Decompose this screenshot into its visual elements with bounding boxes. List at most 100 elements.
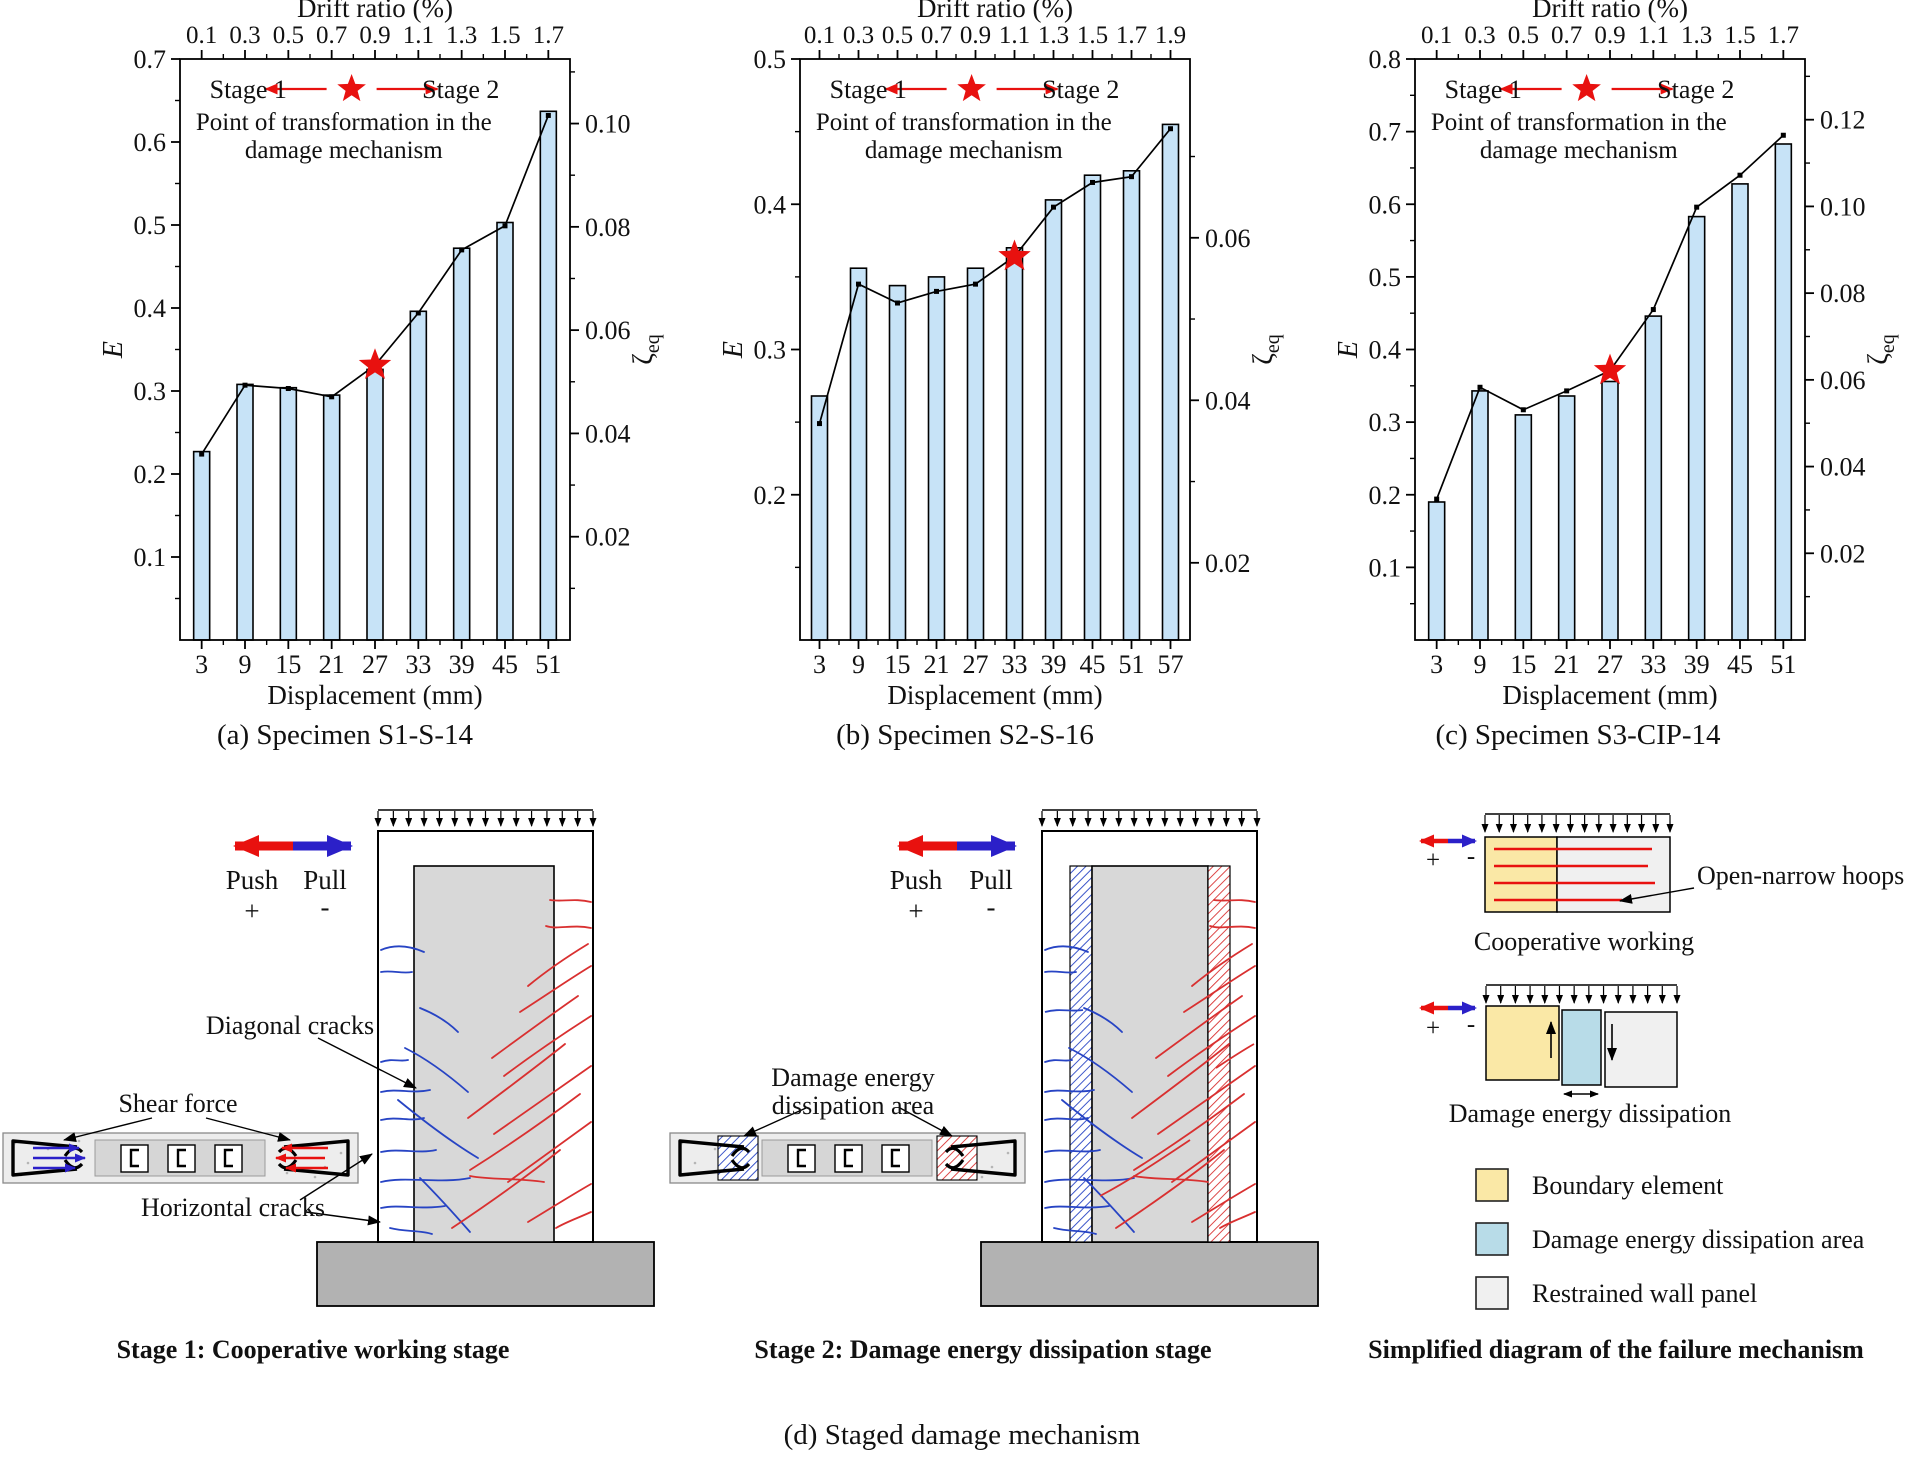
- top-axis-title: Drift ratio (%): [917, 0, 1073, 23]
- displacement-tick-label: 39: [1041, 650, 1067, 679]
- stage2-minus-label: -: [986, 892, 996, 922]
- right-tick-label: 0.06: [1820, 366, 1866, 395]
- drift-tick-label: 1.3: [1681, 22, 1712, 49]
- stage1-text: Stage 1: [1445, 75, 1522, 104]
- stage1-pull-label: Pull: [303, 865, 347, 895]
- line-marker: [856, 281, 861, 287]
- displacement-tick-label: 27: [1597, 650, 1623, 679]
- line-series: [818, 128, 1172, 424]
- crack-blue: [1053, 1227, 1097, 1235]
- bar-27mm: [366, 368, 384, 641]
- left-tick-label: 0.6: [134, 128, 167, 157]
- crack-red: [507, 1121, 592, 1183]
- drift-tick-label: 0.5: [1508, 22, 1539, 49]
- right-tick-label: 0.02: [1820, 539, 1866, 568]
- foundation-base: [980, 1241, 1319, 1307]
- stage2-push-label: Push: [889, 865, 943, 895]
- bar-27mm: [1601, 380, 1619, 641]
- crack-red: [491, 995, 579, 1059]
- left-tick-label: 0.3: [1369, 408, 1402, 437]
- bar-9mm: [1471, 390, 1489, 641]
- dissipation-area-box: [1561, 1009, 1602, 1086]
- crack-red: [1191, 943, 1253, 987]
- concrete-speckle: [77, 1139, 81, 1143]
- note-line2: damage mechanism: [1480, 137, 1678, 164]
- hoop-right: [950, 1139, 1017, 1177]
- leader-arrow: [305, 1211, 381, 1226]
- crack-red: [1115, 1149, 1225, 1229]
- drift-tick-label: 0.1: [1421, 22, 1452, 49]
- left-tick-label: 0.1: [1369, 553, 1402, 582]
- hoop-hook: [944, 1146, 965, 1157]
- crack-red: [1131, 1043, 1230, 1119]
- crack-blue: [1083, 1177, 1135, 1233]
- crack-red: [549, 899, 592, 903]
- displacement-tick-label: 21: [319, 650, 345, 679]
- drift-tick-label: 0.9: [359, 22, 390, 49]
- crack-blue: [404, 1047, 469, 1093]
- bar-45mm: [1083, 174, 1102, 641]
- bar-39mm: [1687, 215, 1706, 641]
- stage1-plus-label: +: [244, 896, 260, 926]
- legend-swatch-yellow: [1475, 1168, 1509, 1202]
- crack-red: [519, 965, 592, 1013]
- legend-label-boundary-element: Boundary element: [1532, 1171, 1724, 1200]
- right-tick-label: 0.10: [585, 110, 631, 139]
- displacement-tick-label: 57: [1158, 650, 1184, 679]
- crack-red: [1209, 925, 1256, 929]
- stage1-minus-label: -: [320, 892, 330, 922]
- hoop-hook: [944, 1159, 965, 1170]
- line-marker: [545, 112, 551, 118]
- displacement-tick-label: 27: [963, 650, 989, 679]
- crack-blue: [380, 1117, 425, 1121]
- displacement-tick-label: 45: [1727, 650, 1753, 679]
- drift-tick-label: 0.3: [229, 22, 260, 49]
- left-axis-title: E: [1333, 341, 1364, 359]
- crack-red: [1171, 1121, 1256, 1183]
- bar-15mm: [1514, 414, 1533, 641]
- drift-tick-label: 0.3: [1464, 22, 1495, 49]
- bar-15mm: [279, 386, 298, 641]
- left-tick-label: 0.3: [134, 377, 167, 406]
- legend-label-restrained-panel: Restrained wall panel: [1532, 1279, 1758, 1308]
- chart-a-caption: (a) Specimen S1-S-14: [216, 719, 474, 751]
- crack-blue: [380, 970, 413, 974]
- chart-c: 0.1 0.2 0.3 0.4 0.5 0.6 0.7 0.8 0.02 0.04 0.06 0.08…: [1333, 0, 1899, 710]
- bar-39mm: [1044, 199, 1063, 641]
- stage1-diagram: [2, 809, 655, 1307]
- crack-red: [1155, 995, 1243, 1059]
- crack-red: [527, 1183, 592, 1223]
- line-marker: [285, 386, 291, 392]
- stage2-diagram: [669, 809, 1319, 1307]
- left-tick-label: 0.1: [134, 543, 167, 572]
- crack-red: [503, 1015, 592, 1077]
- drift-tick-label: 0.7: [921, 22, 952, 49]
- foundation-base: [316, 1241, 655, 1307]
- line-marker: [1520, 407, 1526, 413]
- crack-red: [1099, 1139, 1191, 1197]
- right-tick-label: 0.04: [585, 419, 631, 448]
- concrete-speckle: [693, 1161, 697, 1165]
- concrete-speckle: [713, 1147, 717, 1151]
- crack-blue: [380, 1089, 431, 1093]
- left-tick-label: 0.8: [1369, 45, 1402, 74]
- drift-tick-label: 1.7: [533, 22, 564, 49]
- displacement-tick-label: 33: [1002, 650, 1028, 679]
- leader-arrow: [899, 1107, 953, 1137]
- boundary-element-box: [1485, 1005, 1560, 1081]
- crack-red: [527, 943, 589, 987]
- open-narrow-hoops-label: Open-narrow hoops: [1697, 861, 1905, 890]
- right-tick-label: 0.10: [1820, 192, 1866, 221]
- left-tick-label: 0.2: [1369, 481, 1402, 510]
- line-marker: [199, 451, 205, 457]
- simplified-coop-plus-label: +: [1425, 847, 1441, 874]
- note-line2: damage mechanism: [865, 137, 1063, 164]
- right-tick-label: 0.04: [1820, 453, 1866, 482]
- header-star-icon: [337, 74, 366, 102]
- concrete-speckle: [1006, 1151, 1010, 1155]
- crack-blue: [1044, 1117, 1089, 1121]
- bar-3mm: [1427, 501, 1446, 641]
- right-tick-label: 0.06: [585, 316, 631, 345]
- right-axis-title: ζeq: [1248, 334, 1284, 364]
